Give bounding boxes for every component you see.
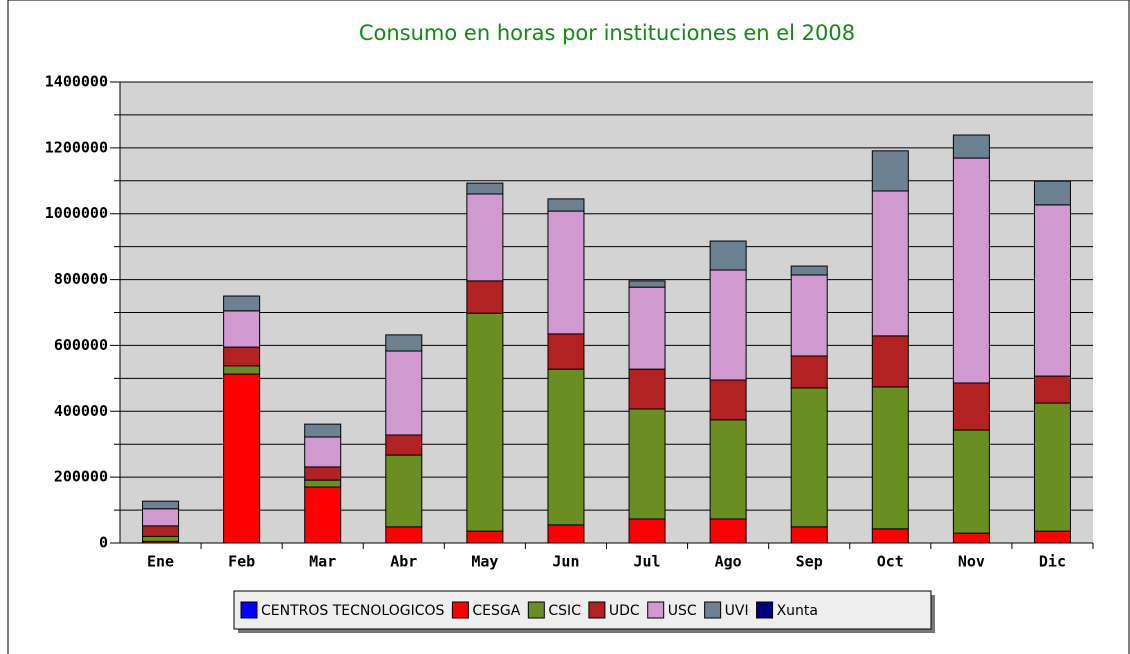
bar-segment xyxy=(1033,204,1071,377)
y-tick-label: 600000 xyxy=(54,336,108,354)
bar-segment xyxy=(304,436,342,468)
bar-segment xyxy=(628,368,666,410)
bar-segment xyxy=(385,526,423,544)
bar-segment xyxy=(547,210,585,335)
legend-swatch xyxy=(240,601,258,619)
legend-label: UVI xyxy=(725,603,749,619)
bar-segment xyxy=(142,500,180,510)
x-tick-label: Nov xyxy=(958,553,985,571)
bar-segment xyxy=(628,280,666,288)
bar-segment xyxy=(547,524,585,544)
bar-segment xyxy=(952,429,990,534)
bar-segment xyxy=(304,479,342,488)
x-tick-label: Feb xyxy=(228,553,255,571)
bar-segment xyxy=(304,486,342,544)
bar-segment xyxy=(628,286,666,370)
bar-segment xyxy=(790,265,828,276)
bar-segment xyxy=(952,532,990,544)
bar-segment xyxy=(709,518,747,544)
bar-segment xyxy=(628,408,666,520)
x-tick-label: May xyxy=(471,553,498,571)
y-tick-label: 800000 xyxy=(54,270,108,288)
bar-segment xyxy=(223,310,261,348)
bar-segment xyxy=(952,157,990,384)
bar-segment xyxy=(223,365,261,375)
bar-segment xyxy=(223,373,261,544)
bar-segment xyxy=(871,150,909,192)
bar-segment xyxy=(871,190,909,337)
bar-segment xyxy=(709,379,747,421)
bar-segment xyxy=(628,518,666,544)
bar-segment xyxy=(547,368,585,526)
y-tick-label: 200000 xyxy=(54,468,108,486)
bar-segment xyxy=(709,269,747,381)
bar-segment xyxy=(547,333,585,370)
legend-label: CSIC xyxy=(548,603,581,619)
bar-segment xyxy=(466,182,504,195)
bar-segment xyxy=(1033,530,1071,544)
legend-label: USC xyxy=(668,603,697,619)
bar-segment xyxy=(466,312,504,532)
bar-segment xyxy=(790,387,828,528)
legend-swatch xyxy=(451,601,469,619)
bar-segment xyxy=(466,530,504,544)
bar-segment xyxy=(709,419,747,520)
bar-segment xyxy=(871,335,909,388)
y-tick-label: 1400000 xyxy=(45,73,108,91)
x-tick-label: Jun xyxy=(552,553,579,571)
bar-segment xyxy=(385,350,423,436)
x-tick-label: Sep xyxy=(796,553,823,571)
bar-segment xyxy=(709,240,747,271)
y-tick-label: 0 xyxy=(99,534,108,552)
bar-segment xyxy=(952,382,990,431)
x-tick-label: Mar xyxy=(309,553,336,571)
legend-swatch xyxy=(647,601,665,619)
bar-segment xyxy=(952,134,990,159)
bar-segment xyxy=(304,423,342,438)
bar-segment xyxy=(1033,402,1071,532)
bar-segment xyxy=(1033,375,1071,404)
legend-label: UDC xyxy=(609,603,640,619)
bar-segment xyxy=(1033,180,1071,206)
legend-swatch xyxy=(588,601,606,619)
bar-segment xyxy=(142,508,180,527)
x-tick-label: Dic xyxy=(1039,553,1066,571)
x-tick-label: Jul xyxy=(633,553,660,571)
bar-segment xyxy=(466,193,504,282)
y-tick-label: 1200000 xyxy=(45,138,108,156)
bar-segment xyxy=(304,466,342,481)
x-tick-label: Ago xyxy=(715,553,742,571)
x-tick-label: Oct xyxy=(877,553,904,571)
bar-segment xyxy=(547,198,585,212)
legend-label: Xunta xyxy=(777,603,818,619)
bar-segment xyxy=(871,528,909,544)
bar-segment xyxy=(790,274,828,357)
bar-segment xyxy=(142,525,180,537)
legend-swatch xyxy=(704,601,722,619)
bar-segment xyxy=(223,346,261,367)
y-tick-label: 400000 xyxy=(54,402,108,420)
bar-segment xyxy=(385,334,423,352)
bar-segment xyxy=(223,295,261,312)
y-tick-label: 1000000 xyxy=(45,204,108,222)
legend-swatch xyxy=(527,601,545,619)
bar-segment xyxy=(871,386,909,530)
legend xyxy=(233,590,932,630)
bar-segment xyxy=(466,280,504,314)
x-tick-label: Abr xyxy=(390,553,417,571)
bar-segment xyxy=(142,535,180,542)
bar-segment xyxy=(385,434,423,456)
legend-label: CENTROS TECNOLOGICOS xyxy=(261,603,444,619)
legend-swatch xyxy=(756,601,774,619)
bar-segment xyxy=(790,355,828,389)
chart-title: Consumo en horas por instituciones en el… xyxy=(359,21,855,45)
x-tick-label: Ene xyxy=(147,553,174,571)
legend-label: CESGA xyxy=(472,603,520,619)
bar-segment xyxy=(790,526,828,544)
bar-segment xyxy=(385,454,423,528)
